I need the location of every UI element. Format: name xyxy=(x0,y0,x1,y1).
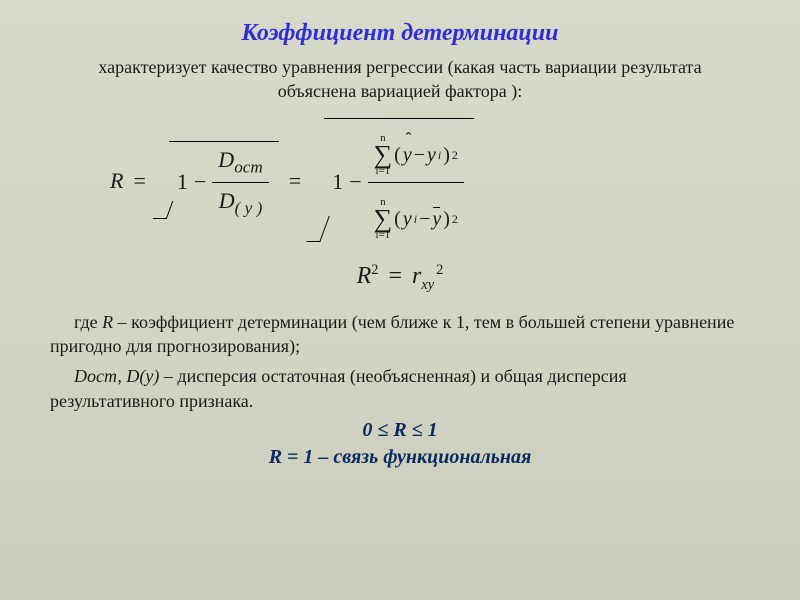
para2-var: Dост, D(y) xyxy=(74,366,159,386)
f2-eq: = xyxy=(389,263,403,289)
sqrt-2: 1 − n ∑ i=1 ( y − yi )2 xyxy=(311,118,474,244)
sum-num-bot: i=1 xyxy=(376,166,391,178)
den-y: y xyxy=(403,207,412,232)
sqrt1-den-D: D xyxy=(219,188,235,213)
f2-lhs-sup: 2 xyxy=(371,262,378,278)
sum-den: n ∑ i=1 xyxy=(374,197,393,242)
para1-var: R xyxy=(102,312,113,332)
para1-rest: – коэффициент детерминации (чем ближе к … xyxy=(50,312,734,356)
sqrt2-frac: n ∑ i=1 ( y − yi )2 n xyxy=(368,123,464,242)
sqrt-1: 1 − Dост D( y ) xyxy=(156,141,279,221)
sqrt1-frac: Dост D( y ) xyxy=(212,146,268,219)
sqrt1-num-sub: ост xyxy=(234,157,263,176)
den-close: ) xyxy=(443,207,450,232)
den-open: ( xyxy=(394,207,401,232)
formula-lhs: R xyxy=(110,168,123,194)
page-title: Коэффициент детерминации xyxy=(50,20,750,47)
num-i: i xyxy=(438,148,441,163)
sum-den-bot: i=1 xyxy=(376,230,391,242)
range-line-2: R = 1 – связь функциональная xyxy=(50,446,750,469)
f2-rhs: r xyxy=(412,263,421,289)
num-open: ( xyxy=(394,143,401,168)
range-line-1: 0 ≤ R ≤ 1 xyxy=(50,419,750,442)
sqrt1-num-D: D xyxy=(218,147,234,172)
sum-num: n ∑ i=1 xyxy=(374,133,393,178)
sqrt1-den-sub: ( y ) xyxy=(235,198,263,217)
den-ybar: y xyxy=(432,207,441,232)
para-1: где R – коэффициент детерминации (чем бл… xyxy=(50,310,750,359)
equals-1: = xyxy=(133,168,145,194)
sqrt1-minus: − xyxy=(194,169,206,195)
num-yhat: y xyxy=(403,143,412,168)
f2-rhs-sup: 2 xyxy=(436,262,443,278)
num-sq: 2 xyxy=(452,148,458,163)
den-i: i xyxy=(414,212,417,227)
f2-lhs: R xyxy=(357,263,372,289)
num-close: ) xyxy=(443,143,450,168)
para1-prefix: где xyxy=(74,312,102,332)
subtitle-text: характеризует качество уравнения регресс… xyxy=(50,55,750,104)
formula-r2: R2 = rxy2 xyxy=(50,262,750,294)
equals-2: = xyxy=(289,168,301,194)
para-2: Dост, D(y) – дисперсия остаточная (необъ… xyxy=(50,364,750,413)
den-sq: 2 xyxy=(452,212,458,227)
sqrt2-minus: − xyxy=(349,169,361,195)
den-minus: − xyxy=(419,207,430,232)
num-minus: − xyxy=(414,143,425,168)
formula-main: R = 1 − Dост D( y ) = 1 − xyxy=(110,118,750,244)
num-y: y xyxy=(427,143,436,168)
sqrt1-one: 1 xyxy=(177,169,188,195)
sqrt2-one: 1 xyxy=(332,169,343,195)
f2-rhs-sub: xy xyxy=(421,277,434,293)
